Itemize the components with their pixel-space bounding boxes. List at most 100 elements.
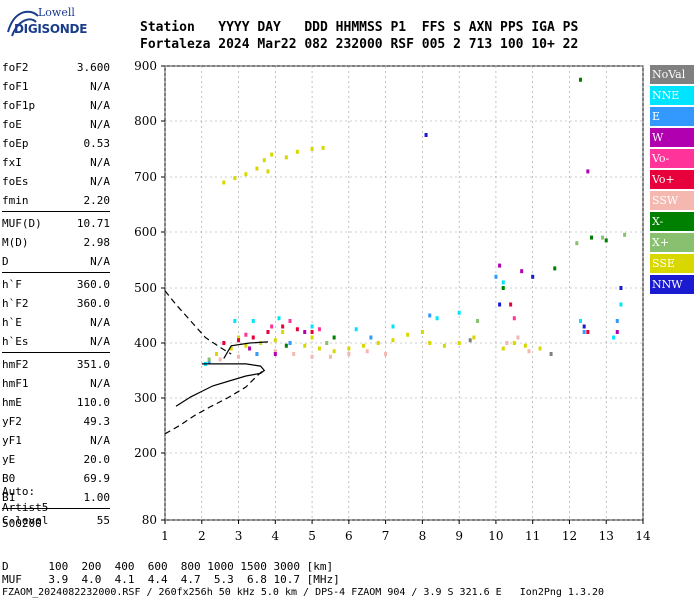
data-point xyxy=(468,338,472,343)
param-key: MUF(D) xyxy=(2,217,42,230)
data-point xyxy=(509,302,513,307)
param-key: foEp xyxy=(2,137,29,150)
param-key: foF2 xyxy=(2,61,29,74)
data-point xyxy=(391,324,395,329)
data-point xyxy=(590,235,594,240)
data-point xyxy=(310,330,314,334)
x-tick-label: 8 xyxy=(419,529,427,543)
data-point xyxy=(259,341,263,345)
data-point xyxy=(428,313,432,318)
param-key: D xyxy=(2,255,9,268)
param-row: B1 1.00 xyxy=(2,488,110,507)
data-point xyxy=(457,310,461,315)
y-tick-label: 400 xyxy=(134,336,157,350)
param-row: hmF1 N/A xyxy=(2,374,110,393)
data-point xyxy=(237,335,241,340)
param-key: C-level xyxy=(2,514,49,527)
y-tick-label: 200 xyxy=(134,446,157,460)
param-row: yF2 49.3 xyxy=(2,412,110,431)
param-row: B0 69.9 xyxy=(2,469,110,488)
data-point xyxy=(424,133,428,137)
param-key: hmF2 xyxy=(2,358,29,371)
auto-artist: Artist5 xyxy=(2,501,49,514)
data-point xyxy=(328,354,332,359)
data-point xyxy=(273,349,277,354)
data-point xyxy=(332,349,336,354)
data-point xyxy=(273,352,277,356)
param-key: fxI xyxy=(2,156,22,169)
data-point xyxy=(619,286,623,290)
param-value: N/A xyxy=(90,335,110,348)
param-key: foF1p xyxy=(2,99,36,112)
data-point xyxy=(391,338,395,343)
param-row: foEs N/A xyxy=(2,172,110,191)
footer-file-row: FZAOM_2024082232000.RSF / 260fx256h 50 k… xyxy=(2,587,605,598)
axis-ticks: 1 2 3 4 5 6 7 8 9 10 11 12 13 14802003004005006007008… xyxy=(134,59,651,543)
data-point xyxy=(354,327,358,332)
x-tick-label: 5 xyxy=(308,529,316,543)
y-tick-label: 900 xyxy=(134,59,157,73)
legend-item: X- xyxy=(650,212,694,231)
grid-lines xyxy=(164,65,644,521)
data-point xyxy=(237,354,241,359)
data-point xyxy=(435,316,439,321)
param-value: N/A xyxy=(90,434,110,447)
legend-item: NoVal xyxy=(650,65,694,84)
data-point xyxy=(233,176,237,181)
data-point xyxy=(244,343,248,348)
data-point xyxy=(362,343,366,348)
param-value: 69.9 xyxy=(83,472,111,485)
data-point xyxy=(369,335,373,340)
param-row: h`Es N/A xyxy=(2,332,110,351)
parameter-list: foF2 3.600 foF1 N/A foF1p N/A foE N/A foEp 0.53 fx… xyxy=(2,58,110,530)
param-value: 10.71 xyxy=(76,217,110,230)
param-value: 49.3 xyxy=(83,415,111,428)
legend-item: SSE xyxy=(650,254,694,273)
y-tick-label: 300 xyxy=(134,391,157,405)
data-point xyxy=(310,335,314,340)
data-point xyxy=(582,330,586,334)
data-point xyxy=(255,352,259,356)
data-point xyxy=(527,349,531,354)
data-point xyxy=(384,352,388,356)
param-value: N/A xyxy=(90,80,110,93)
data-point xyxy=(321,145,325,150)
param-row: hmF2 351.0 xyxy=(2,355,110,374)
param-key: yF1 xyxy=(2,434,22,447)
data-point xyxy=(284,343,288,348)
trace-line xyxy=(223,341,269,359)
y-tick-label: 600 xyxy=(134,225,157,239)
x-tick-label: 3 xyxy=(235,529,243,543)
profile-dashed-upper-line xyxy=(164,290,232,355)
legend-item: NNW xyxy=(650,275,694,294)
data-point xyxy=(229,346,233,351)
x-tick-label: 4 xyxy=(271,529,279,543)
data-point xyxy=(347,346,351,351)
data-point xyxy=(501,286,505,290)
data-point xyxy=(251,335,255,340)
x-tick-label: 10 xyxy=(488,529,503,543)
x-tick-label: 6 xyxy=(345,529,353,543)
x-tick-label: 9 xyxy=(455,529,463,543)
data-point xyxy=(575,241,579,246)
legend-item: Vo- xyxy=(650,149,694,168)
data-point xyxy=(310,354,314,359)
data-point xyxy=(284,155,288,160)
param-value: N/A xyxy=(90,156,110,169)
param-value: N/A xyxy=(90,175,110,188)
param-value: 3.600 xyxy=(76,61,110,74)
data-point xyxy=(549,352,553,356)
param-value: N/A xyxy=(90,255,110,268)
lowell-logo xyxy=(4,6,76,42)
profile-curves xyxy=(164,290,269,435)
data-point xyxy=(310,147,314,151)
param-value: N/A xyxy=(90,377,110,390)
param-value: 360.0 xyxy=(76,297,110,310)
param-divider xyxy=(2,352,110,353)
param-row: h`E N/A xyxy=(2,313,110,332)
param-row: M(D) 2.98 xyxy=(2,233,110,252)
param-divider xyxy=(2,508,110,509)
header-labels: Station YYYY DAY DDD HHMMSS P1 FFS S AXN… xyxy=(140,20,579,35)
data-point xyxy=(553,266,557,271)
data-point xyxy=(295,327,299,332)
